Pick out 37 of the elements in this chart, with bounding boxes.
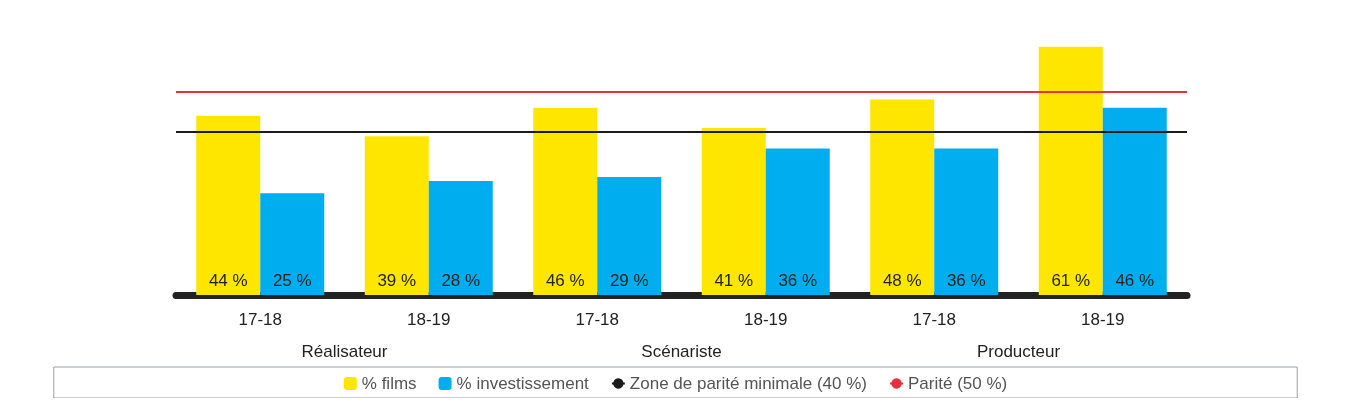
- data-label: 25 %: [272, 271, 312, 290]
- bar: [765, 148, 830, 295]
- bar: [934, 148, 999, 295]
- data-label: 46 %: [1115, 271, 1155, 290]
- bar: [870, 99, 935, 295]
- x-tick-label: 18-19: [744, 310, 788, 329]
- data-label: 44 %: [208, 271, 248, 290]
- data-label: 48 %: [882, 271, 922, 290]
- text: Scénariste: [641, 342, 722, 361]
- data-label: 46 %: [545, 271, 585, 290]
- legend-label: Parité (50 %): [908, 374, 1008, 393]
- bar: [597, 176, 662, 295]
- bar: [1102, 107, 1167, 295]
- bar: [364, 136, 429, 295]
- data-label: 61 %: [1051, 271, 1091, 290]
- bar: [533, 107, 598, 295]
- x-tick-label: 18-19: [1081, 310, 1125, 329]
- legend-label: % investissement: [456, 374, 590, 393]
- bar: [196, 115, 261, 295]
- text: Producteur: [976, 342, 1061, 361]
- x-tick-label: 18-19: [407, 310, 451, 329]
- data-label: 41 %: [714, 271, 754, 290]
- data-label: 28 %: [441, 271, 481, 290]
- data-label: 39 %: [377, 271, 417, 290]
- x-tick-label: 17-18: [575, 310, 619, 329]
- data-label: 36 %: [778, 271, 818, 290]
- legend-label: % films: [361, 374, 417, 393]
- x-tick-label: 17-18: [912, 310, 956, 329]
- bar: [1038, 46, 1103, 295]
- legend-label: Zone de parité minimale (40 %): [629, 374, 868, 393]
- data-label: 29 %: [609, 271, 649, 290]
- x-tick-label: 17-18: [238, 310, 282, 329]
- text: Réalisateur: [301, 342, 388, 361]
- bar: [428, 181, 493, 295]
- data-label: 36 %: [946, 271, 986, 290]
- bar: [701, 128, 766, 295]
- bar: [260, 193, 325, 295]
